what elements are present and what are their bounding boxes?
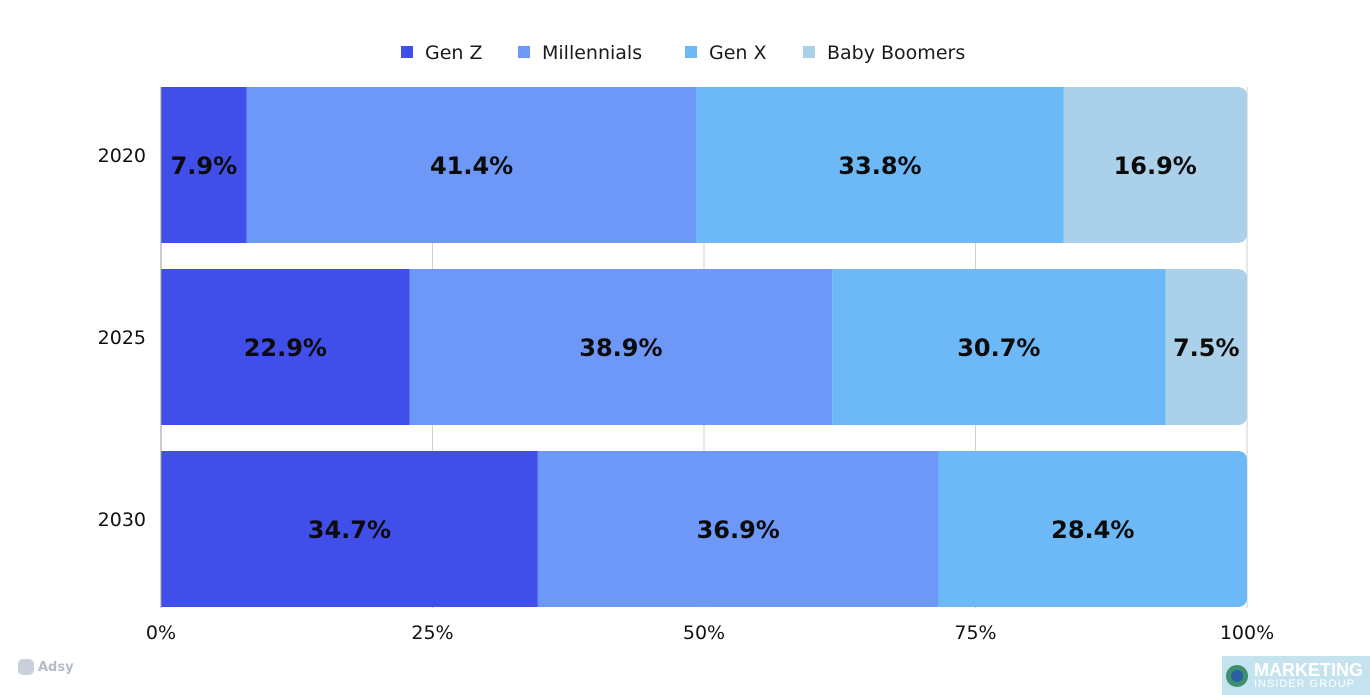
y-tick-label: 2030 (98, 509, 146, 531)
bar-segment (832, 269, 1166, 425)
legend-label: Millennials (542, 42, 642, 64)
data-label: 7.9% (171, 152, 238, 180)
adsy-logo-icon (18, 659, 34, 675)
data-label: 34.7% (308, 516, 391, 544)
data-label: 7.5% (1173, 334, 1240, 362)
bar-segment (161, 451, 538, 607)
x-tick-label: 75% (954, 622, 996, 644)
brand-line2: INSIDER GROUP (1254, 678, 1356, 690)
legend-label: Baby Boomers (827, 42, 965, 64)
x-tick-label: 50% (683, 622, 725, 644)
legend-swatch (518, 46, 530, 58)
bar-segment (696, 87, 1064, 243)
legend-swatch (401, 46, 413, 58)
bar-segment (537, 451, 939, 607)
bar-segment (1165, 269, 1247, 425)
legend-item: Gen Z (401, 42, 483, 64)
bar-segment (161, 269, 410, 425)
bar-segment (938, 451, 1247, 607)
adsy-watermark: Adsy (18, 659, 74, 675)
data-label: 22.9% (244, 334, 327, 362)
data-label: 41.4% (430, 152, 513, 180)
data-label: 38.9% (579, 334, 662, 362)
bar-segment (1063, 87, 1247, 243)
data-label: 16.9% (1114, 152, 1197, 180)
brand-ring-icon (1226, 664, 1248, 687)
bar-row-2030 (161, 451, 1247, 607)
bar-row-2020 (161, 87, 1247, 243)
data-label: 36.9% (697, 516, 780, 544)
data-label: 28.4% (1051, 516, 1134, 544)
x-tick-label: 100% (1220, 622, 1274, 644)
legend-label: Gen X (709, 42, 767, 64)
legend-item: Gen X (685, 42, 767, 64)
x-tick-label: 25% (411, 622, 453, 644)
y-tick-label: 2025 (98, 327, 146, 349)
bar-segment (246, 87, 697, 243)
legend-swatch (803, 46, 815, 58)
legend-label: Gen Z (425, 42, 483, 64)
bar-segment (409, 269, 833, 425)
bar-segment (161, 87, 247, 243)
watermark-text: Adsy (38, 659, 74, 675)
legend-item: Baby Boomers (803, 42, 965, 64)
data-label: 33.8% (838, 152, 921, 180)
data-label: 30.7% (957, 334, 1040, 362)
y-tick-label: 2020 (98, 145, 146, 167)
legend-item: Millennials (518, 42, 642, 64)
x-tick-label: 0% (146, 622, 176, 644)
bar-row-2025 (161, 269, 1247, 425)
brand-line1: MARKETING (1254, 660, 1363, 680)
marketing-insider-group-logo: MARKETING INSIDER GROUP (1222, 656, 1370, 695)
legend-swatch (685, 46, 697, 58)
